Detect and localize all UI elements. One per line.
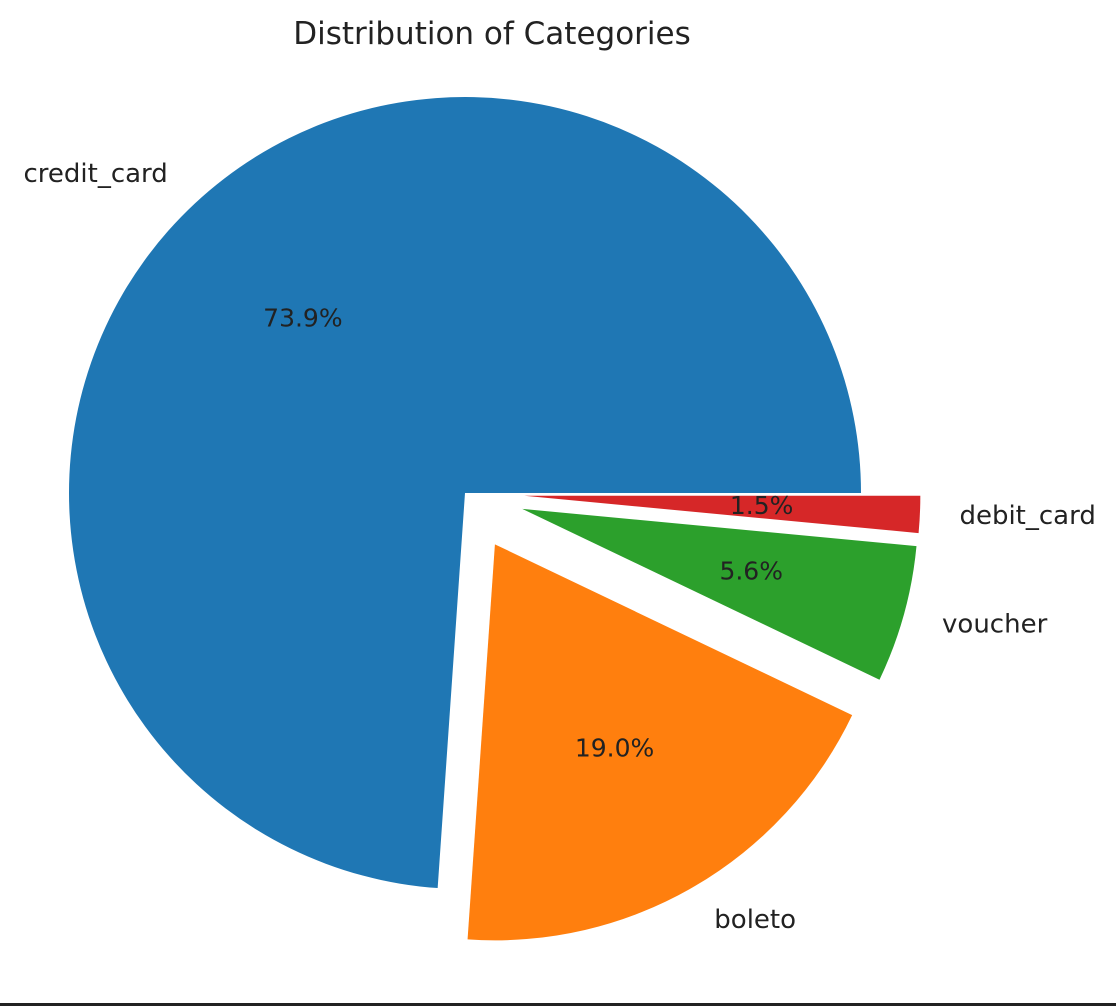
pie-labels: credit_card 73.9% boleto 19.0% voucher 5.6% de… [24, 159, 1096, 935]
slice-percent-voucher: 5.6% [719, 556, 783, 585]
bottom-border [0, 1003, 1116, 1006]
slice-label-voucher: voucher [942, 610, 1048, 640]
pie-slice-voucher [522, 508, 917, 680]
slice-label-credit-card: credit_card [24, 159, 168, 189]
pie-slice-debit-card [524, 495, 921, 534]
pie-slice-credit-card [69, 97, 862, 889]
slice-label-debit-card: debit_card [959, 501, 1095, 531]
pie-slices [69, 97, 921, 941]
slice-percent-debit-card: 1.5% [730, 491, 794, 520]
slice-label-boleto: boleto [714, 905, 796, 935]
pie-slice-boleto [467, 544, 853, 941]
slice-percent-boleto: 19.0% [575, 734, 654, 763]
slice-percent-credit-card: 73.9% [263, 303, 342, 332]
chart-title: Distribution of Categories [293, 16, 691, 52]
